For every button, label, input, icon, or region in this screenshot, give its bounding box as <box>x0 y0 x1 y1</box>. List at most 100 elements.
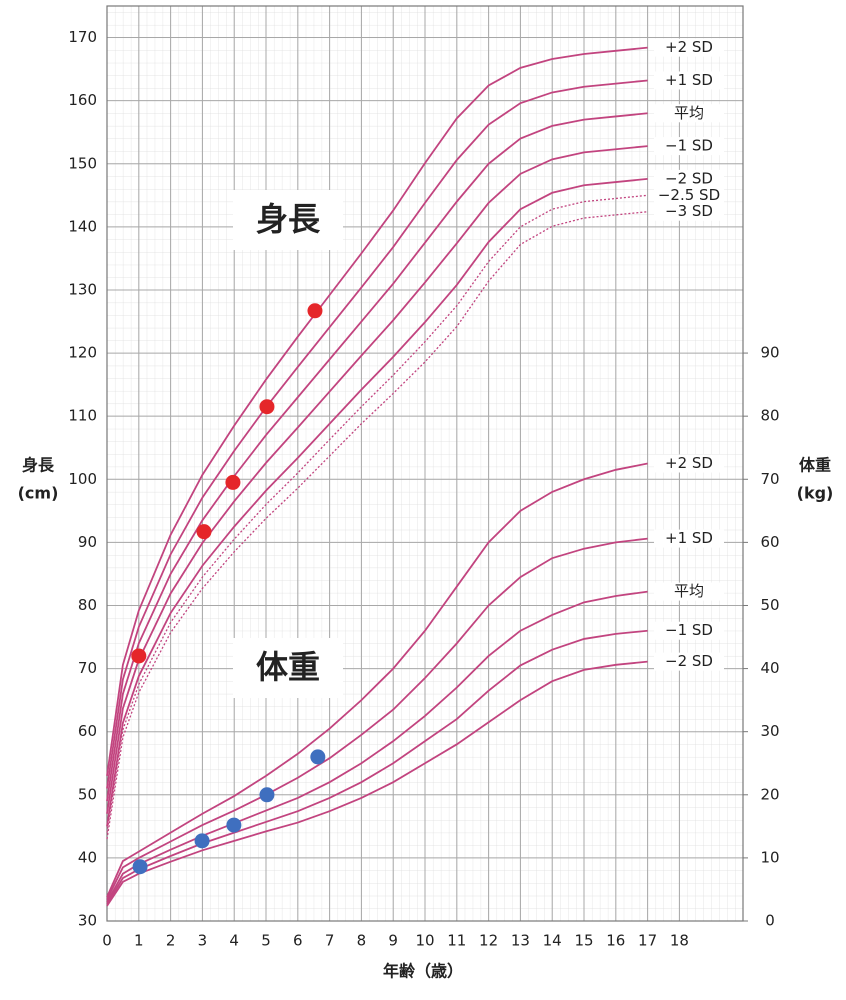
data-point <box>132 859 148 875</box>
series-label: 平均 <box>674 104 704 122</box>
x-tick-label: 7 <box>325 932 335 950</box>
series-label: 平均 <box>674 582 704 600</box>
series-line <box>106 590 648 903</box>
series-line <box>106 46 648 776</box>
y2-tick-label: 40 <box>760 659 779 677</box>
y-tick-label: 170 <box>68 28 97 46</box>
data-point <box>307 303 323 319</box>
data-point <box>259 399 275 415</box>
y2-tick-label: 20 <box>760 785 779 803</box>
series-label: −1 SD <box>665 137 713 155</box>
x-tick-label: 14 <box>543 932 562 950</box>
x-tick-label: 0 <box>102 932 112 950</box>
data-point <box>226 817 242 833</box>
data-point <box>310 749 326 765</box>
legend-bg <box>654 169 724 188</box>
x-tick-label: 9 <box>388 932 398 950</box>
x-tick-label: 10 <box>415 932 434 950</box>
x-tick-label: 13 <box>511 932 530 950</box>
y-tick-label: 40 <box>78 848 97 866</box>
series-line <box>106 194 648 833</box>
series-label: −3 SD <box>665 202 713 220</box>
series-line <box>106 629 648 905</box>
y-tick-label: 80 <box>78 596 97 614</box>
y-tick-label: 60 <box>78 722 97 740</box>
x-tick-label: 11 <box>447 932 466 950</box>
legend-bg <box>654 454 724 473</box>
y-tick-label: 30 <box>78 912 97 930</box>
y-tick-label: 70 <box>78 659 97 677</box>
x-tick-label: 1 <box>134 932 144 950</box>
series-label: −2 SD <box>665 652 713 670</box>
x-tick-label: 18 <box>670 932 689 950</box>
legend-bg <box>654 202 724 221</box>
data-point <box>196 524 212 540</box>
y-axis-label: (cm) <box>18 484 59 503</box>
series-line <box>106 112 648 802</box>
annotation: 身長 <box>256 200 321 238</box>
legend-bg <box>654 38 724 57</box>
y-tick-label: 90 <box>78 533 97 551</box>
y2-tick-label: 60 <box>760 533 779 551</box>
x-tick-label: 15 <box>574 932 593 950</box>
y2-axis-label: (kg) <box>797 484 834 503</box>
series-label: −2 SD <box>665 169 713 187</box>
series-line <box>106 145 648 814</box>
y2-tick-label: 30 <box>760 722 779 740</box>
series-label: −1 SD <box>665 621 713 639</box>
x-tick-label: 8 <box>357 932 367 950</box>
series-label: +1 SD <box>665 529 713 547</box>
x-tick-label: 6 <box>293 932 303 950</box>
y-axis-label: 身長 <box>22 456 55 475</box>
x-tick-label: 5 <box>261 932 271 950</box>
y2-tick-label: 80 <box>760 407 779 425</box>
series-label: −2.5 SD <box>658 186 720 204</box>
annotation-box <box>233 638 343 698</box>
x-tick-label: 4 <box>229 932 239 950</box>
y-tick-label: 120 <box>68 344 97 362</box>
x-tick-label: 12 <box>479 932 498 950</box>
plot-frame <box>106 5 744 922</box>
x-tick-label: 3 <box>198 932 208 950</box>
y2-tick-label: 70 <box>760 470 779 488</box>
legend-bg <box>654 621 724 640</box>
legend-bg <box>654 71 724 90</box>
y-tick-label: 160 <box>68 91 97 109</box>
x-tick-label: 17 <box>638 932 657 950</box>
data-point <box>194 833 210 849</box>
x-tick-label: 2 <box>166 932 176 950</box>
series-label: +2 SD <box>665 38 713 56</box>
data-point <box>131 648 147 664</box>
legend-bg <box>654 137 724 156</box>
y2-tick-label: 90 <box>760 344 779 362</box>
annotation: 体重 <box>256 648 320 686</box>
y-tick-label: 50 <box>78 785 97 803</box>
legend-bg <box>654 652 724 671</box>
legend-bg <box>654 582 724 601</box>
series-label: +2 SD <box>665 454 713 472</box>
series-line <box>106 79 648 789</box>
y2-tick-label: 0 <box>765 912 775 930</box>
series-line <box>106 660 648 907</box>
y-tick-label: 100 <box>68 470 97 488</box>
x-tick-label: 16 <box>606 932 625 950</box>
series-line <box>106 462 648 898</box>
legend-bg <box>654 529 724 548</box>
x-axis-label: 年齢（歳） <box>383 962 463 981</box>
y2-tick-label: 50 <box>760 596 779 614</box>
series-label: +1 SD <box>665 71 713 89</box>
y-tick-label: 110 <box>68 407 97 425</box>
annotation-box <box>233 190 343 250</box>
y-tick-label: 130 <box>68 280 97 298</box>
y-tick-label: 140 <box>68 217 97 235</box>
legend-bg <box>654 186 724 205</box>
y2-axis-label: 体重 <box>799 456 831 475</box>
series-line <box>106 211 648 840</box>
legend-bg <box>654 104 724 123</box>
data-point <box>225 474 241 490</box>
series-line <box>106 537 648 900</box>
y2-tick-label: 10 <box>760 848 779 866</box>
series-line <box>106 178 648 827</box>
y-tick-label: 150 <box>68 154 97 172</box>
